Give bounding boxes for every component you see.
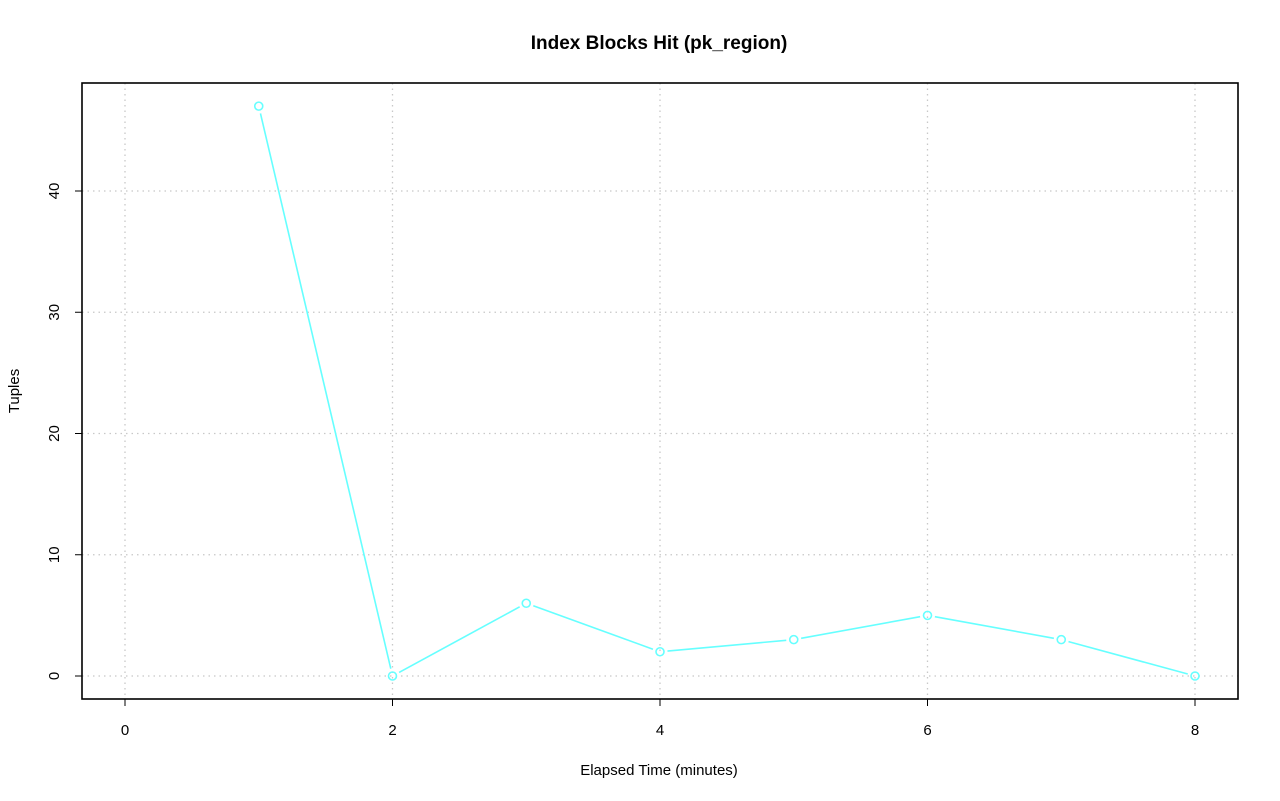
y-tick-label: 30 [46, 304, 63, 321]
series-line-segment [398, 606, 521, 674]
grid [82, 83, 1238, 699]
series-layer [253, 101, 1200, 681]
y-axis: 0 10 20 30 40 [46, 183, 82, 680]
data-point [521, 598, 532, 609]
series-line-segment [800, 615, 921, 640]
y-tick-label: 10 [46, 546, 63, 563]
series-line-segment [259, 113, 392, 669]
data-point [922, 610, 933, 621]
x-tick-label: 2 [388, 722, 396, 739]
data-point [253, 101, 264, 111]
y-tick-label: 40 [46, 183, 63, 200]
y-tick-label: 0 [46, 672, 63, 680]
series-line-segment [1068, 640, 1188, 675]
data-point [788, 634, 799, 645]
data-point [1190, 671, 1200, 681]
x-axis-label: Elapsed Time (minutes) [580, 762, 738, 779]
x-tick-label: 4 [656, 722, 664, 739]
x-axis: 0 2 4 6 8 [121, 699, 1199, 739]
y-axis-label: Tuples [6, 369, 23, 413]
chart-title: Index Blocks Hit (pk_region) [531, 33, 788, 54]
series-line-segment [533, 605, 654, 650]
y-tick-label: 20 [46, 425, 63, 442]
series-0 [253, 101, 1200, 681]
series-line-segment [667, 639, 787, 652]
series-line-segment [934, 615, 1055, 640]
data-point [655, 646, 665, 657]
x-tick-label: 8 [1191, 722, 1199, 739]
x-tick-label: 0 [121, 722, 129, 739]
x-tick-label: 6 [923, 722, 931, 739]
data-point [1056, 634, 1067, 645]
data-point [387, 671, 398, 681]
